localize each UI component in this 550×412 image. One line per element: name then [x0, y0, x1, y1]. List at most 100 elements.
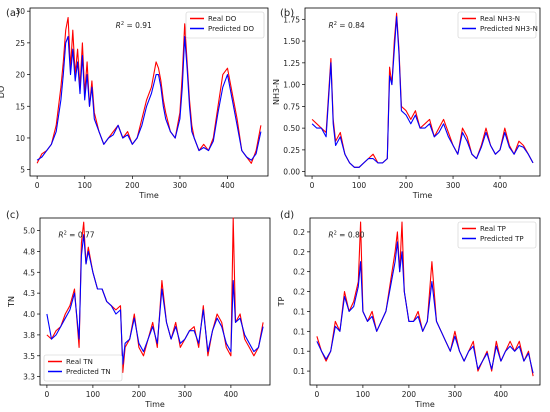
y-tick-label: 4.3 — [23, 289, 35, 298]
y-tick-label: 30 — [15, 7, 25, 16]
r2-annotation: R2 = 0.80 — [328, 231, 364, 240]
y-tick-label: 1.75 — [283, 15, 300, 24]
x-tick-label: 100 — [78, 181, 93, 190]
y-tick-label: 1.25 — [283, 59, 300, 68]
r2-value: = 0.80 — [337, 231, 365, 240]
r2-superscript: 2 — [334, 21, 337, 27]
r2-superscript: 2 — [334, 231, 337, 237]
x-tick-label: 100 — [86, 390, 101, 399]
legend-label: Real DO — [208, 15, 237, 23]
y-tick-label: 20 — [15, 71, 25, 80]
x-axis-label: Time — [144, 400, 165, 409]
r2-value: = 0.77 — [67, 231, 95, 240]
r2-value: = 0.84 — [337, 21, 365, 30]
r2-symbol: R — [328, 231, 333, 240]
series-line-predicted — [311, 16, 534, 168]
x-tick-label: 200 — [125, 181, 140, 190]
y-tick-label: 4.5 — [23, 268, 35, 277]
x-tick-label: 0 — [35, 181, 40, 190]
legend-label: Real NH3-N — [480, 15, 520, 23]
x-tick-label: 100 — [352, 181, 367, 190]
y-tick-label: 1.50 — [283, 37, 300, 46]
x-tick-label: 100 — [356, 390, 371, 399]
r2-symbol: R — [116, 21, 121, 30]
y-tick-label: 4.0 — [23, 310, 35, 319]
x-tick-label: 300 — [173, 181, 188, 190]
legend-box — [43, 354, 123, 382]
y-tick-label: 0.2 — [293, 268, 305, 277]
y-tick-label: 3.8 — [23, 331, 35, 340]
legend: Real TN Predicted TN — [43, 354, 123, 382]
y-tick-label: 0.1 — [293, 367, 305, 376]
y-axis-label: TP — [277, 296, 286, 307]
x-tick-label: 300 — [446, 181, 461, 190]
axes-frame — [309, 217, 541, 386]
legend: Real DO Predicted DO — [185, 11, 265, 39]
x-tick-label: 0 — [310, 181, 315, 190]
legend-label: Predicted TN — [66, 368, 111, 376]
r2-symbol: R — [329, 21, 334, 30]
x-tick-label: 200 — [402, 390, 417, 399]
axes-frame — [304, 7, 541, 177]
x-tick-label: 400 — [494, 390, 509, 399]
r2-annotation: R2 = 0.84 — [329, 21, 365, 30]
panel-label: (a) — [6, 8, 20, 19]
panel-label: (d) — [280, 210, 294, 221]
series-line-predicted — [36, 35, 262, 161]
x-tick-label: 400 — [224, 390, 239, 399]
y-tick-label: 0.1 — [293, 307, 305, 316]
y-tick-label: 0.2 — [293, 288, 305, 297]
legend-label: Predicted TP — [480, 235, 524, 243]
y-tick-label: 0.2 — [293, 248, 305, 257]
panel-label: (b) — [280, 8, 294, 19]
legend: Real TP Predicted TP — [457, 221, 537, 249]
series-line-predicted — [316, 241, 534, 374]
legend-box — [185, 11, 265, 39]
panel-c: (c) 3.3 3.5 3.8 4.0 4.3 4.5 4.8 5.0 0 100 200 300 400… — [6, 210, 271, 409]
r2-annotation: R2 = 0.77 — [58, 231, 94, 240]
series-line-real — [36, 16, 262, 164]
y-tick-label: 3.5 — [23, 352, 35, 361]
panel-d: (d) 0.1 0.1 0.1 0.1 0.2 0.2 0.2 0.2 0 100 200 300 400… — [277, 210, 541, 409]
y-tick-label: 0.00 — [283, 168, 300, 177]
x-tick-label: 400 — [220, 181, 235, 190]
axes-frame — [29, 7, 269, 177]
panel-label: (c) — [6, 210, 19, 221]
y-tick-label: 0.1 — [293, 327, 305, 336]
y-tick-label: 3.3 — [23, 373, 35, 382]
legend-label: Predicted DO — [208, 25, 254, 33]
legend-box — [457, 11, 537, 39]
r2-superscript: 2 — [121, 21, 124, 27]
legend-box — [457, 221, 537, 249]
y-tick-label: 0.25 — [283, 146, 300, 155]
y-tick-label: 0.75 — [283, 102, 300, 111]
y-tick-label: 0.1 — [293, 347, 305, 356]
r2-value: = 0.91 — [124, 21, 152, 30]
series-line-real — [46, 217, 264, 374]
x-tick-label: 200 — [132, 390, 147, 399]
y-tick-label: 0.2 — [293, 228, 305, 237]
x-tick-label: 300 — [448, 390, 463, 399]
y-tick-label: 25 — [15, 39, 25, 48]
y-tick-label: 1.00 — [283, 81, 300, 90]
x-axis-label: Time — [138, 191, 159, 200]
axes-frame — [39, 217, 271, 386]
x-axis-label: Time — [414, 400, 435, 409]
series-line-predicted — [46, 234, 264, 365]
y-tick-label: 10 — [15, 134, 25, 143]
x-tick-label: 200 — [399, 181, 414, 190]
legend: Real NH3-N Predicted NH3-N — [457, 11, 538, 39]
y-tick-label: 5.0 — [23, 227, 35, 236]
y-axis-label: TN — [7, 296, 16, 308]
y-axis-label: NH3-N — [272, 79, 281, 105]
y-tick-label: 4.8 — [23, 247, 35, 256]
legend-label: Real TN — [66, 358, 93, 366]
y-tick-label: 5 — [20, 166, 25, 175]
y-tick-label: 0.50 — [283, 124, 300, 133]
legend-label: Real TP — [480, 225, 506, 233]
x-tick-label: 0 — [45, 390, 50, 399]
x-tick-label: 300 — [178, 390, 193, 399]
x-axis-label: Time — [412, 191, 433, 200]
